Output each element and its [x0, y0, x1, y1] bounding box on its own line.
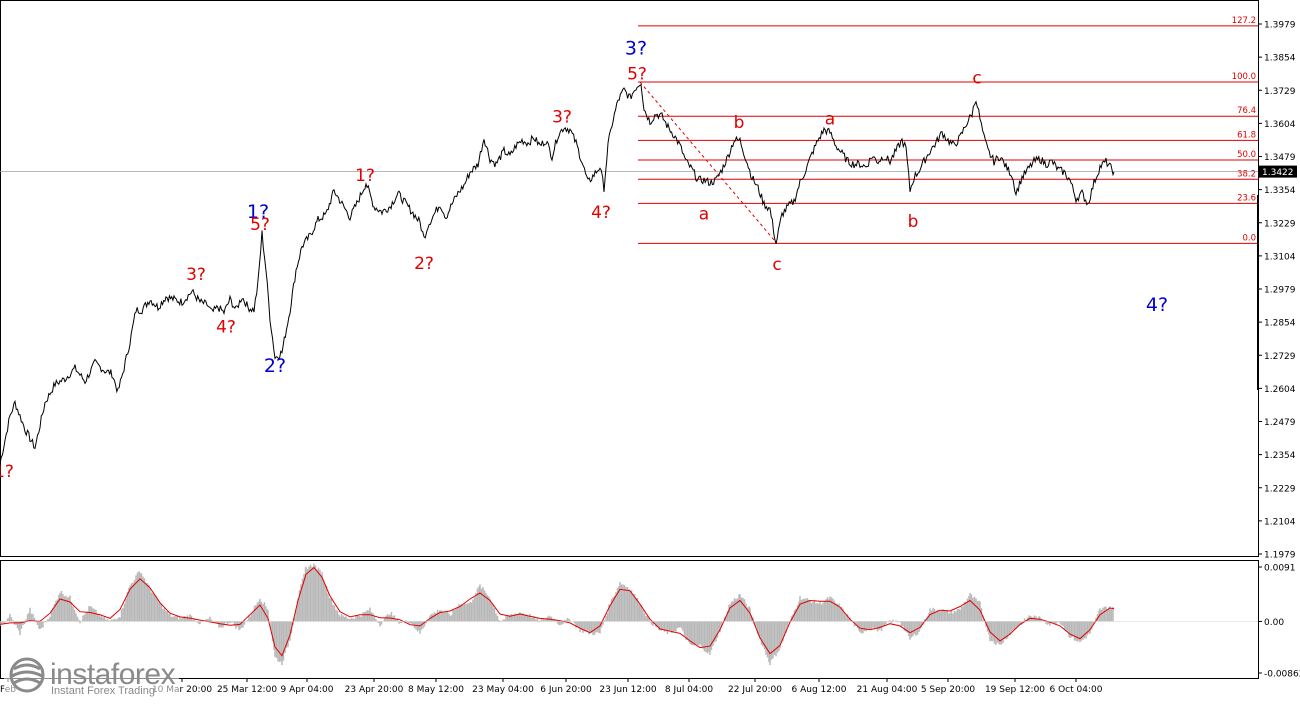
price-axis-tick-label: 1.3104: [1264, 252, 1296, 262]
price-axis-tick-label: 1.3479: [1264, 153, 1296, 163]
instaforex-logo: instaforex Instant Forex Trading: [4, 654, 180, 697]
wave-label: c: [972, 69, 981, 89]
price-axis-tick-label: 1.2104: [1264, 517, 1296, 527]
oscillator-axis-tick-label: 0.00: [1264, 618, 1284, 628]
price-axis-tick-label: 1.2979: [1264, 286, 1296, 296]
fibonacci-level-label: 76.4: [1237, 106, 1256, 116]
wave-label: b: [908, 212, 919, 232]
oscillator-axis-tick-label: -0.00862: [1264, 670, 1300, 680]
time-axis-tick-label: 6 Oct 04:00: [1050, 685, 1103, 695]
wave-label: 5?: [627, 65, 647, 85]
oscillator-panel-frame: [0, 560, 1259, 679]
wave-label: 4?: [591, 203, 611, 223]
price-axis-tick-label: 1.2604: [1264, 385, 1296, 395]
time-axis-tick-label: 8 May 12:00: [408, 685, 464, 695]
current-price-marker: [1259, 165, 1297, 178]
wave-label: a: [699, 205, 709, 225]
fibonacci-level-label: 23.6: [1237, 193, 1256, 203]
time-axis-tick-label: 8 Jul 04:00: [665, 685, 714, 695]
wave-label: 2?: [414, 254, 434, 274]
price-series-line: [0, 83, 1115, 464]
oscillator-axis-tick-label: 0.0091: [1264, 564, 1296, 574]
wave-label: 3?: [625, 37, 647, 59]
fibonacci-level-label: 0.0: [1242, 233, 1256, 243]
time-axis-tick-label: 19 Sep 12:00: [985, 685, 1045, 695]
fibonacci-level-label: 50.0: [1237, 150, 1256, 160]
time-axis-tick-label: 23 May 04:00: [472, 685, 534, 695]
price-axis-tick-label: 1.3354: [1264, 186, 1296, 196]
price-axis-tick-label: 1.2854: [1264, 319, 1296, 329]
current-price-label: 1.3422: [1262, 168, 1294, 178]
time-axis-tick-label: 10 Mar 20:00: [152, 685, 212, 695]
fibonacci-level-label: 38.2: [1237, 169, 1256, 179]
price-axis-tick-label: 1.3854: [1264, 54, 1296, 64]
fibonacci-level-label: 127.2: [1232, 16, 1256, 26]
price-axis-tick-label: 1.2354: [1264, 451, 1296, 461]
time-axis-tick-label: 5 Sep 20:00: [921, 685, 976, 695]
wave-label: c: [772, 255, 781, 275]
time-axis-tick-label: 23 Jun 12:00: [599, 685, 656, 695]
time-axis-tick-label: 9 Apr 04:00: [281, 685, 334, 695]
wave-label: 4?: [216, 318, 236, 338]
price-axis-tick-label: 1.3979: [1264, 21, 1296, 31]
oscillator-signal-line: [0, 566, 1115, 657]
wave-label: 2?: [264, 355, 286, 377]
wave-label: 5?: [250, 215, 270, 235]
wave-label: 3?: [552, 108, 572, 128]
price-axis-tick-label: 1.2479: [1264, 418, 1296, 428]
wave-label: 1?: [0, 462, 14, 482]
wave-label: 3?: [186, 265, 206, 285]
fibonacci-level-label: 61.8: [1237, 130, 1256, 140]
price-axis-tick-label: 1.2729: [1264, 352, 1296, 362]
time-axis-tick-label: 6 Aug 12:00: [792, 685, 847, 695]
wave-label: 1?: [247, 201, 269, 223]
logo-name: instaforex: [50, 658, 176, 691]
price-axis-tick-label: 1.3229: [1264, 219, 1296, 229]
time-axis-tick-label: 25 Mar 12:00: [217, 685, 277, 695]
logo-globe-icon: [9, 657, 45, 693]
wave-label: b: [734, 113, 745, 133]
fibonacci-trend-line: [639, 81, 778, 244]
time-axis-tick-label: 22 Jul 20:00: [728, 685, 782, 695]
wave-label: 4?: [1146, 294, 1168, 316]
fibonacci-level-label: 100.0: [1232, 72, 1256, 82]
time-axis-tick-label: 21 Aug 04:00: [857, 685, 918, 695]
logo-tagline: Instant Forex Trading: [51, 685, 155, 697]
price-axis-tick-label: 1.1979: [1264, 551, 1296, 561]
price-axis-tick-label: 1.2229: [1264, 484, 1296, 494]
time-axis-tick-label: 23 Apr 20:00: [345, 685, 404, 695]
price-axis-tick-label: 1.3604: [1264, 120, 1296, 130]
wave-label: 1?: [355, 166, 375, 186]
wave-label: a: [825, 109, 835, 129]
time-axis-tick-label: 6 Jun 20:00: [540, 685, 592, 695]
price-axis-tick-label: 1.3729: [1264, 87, 1296, 97]
